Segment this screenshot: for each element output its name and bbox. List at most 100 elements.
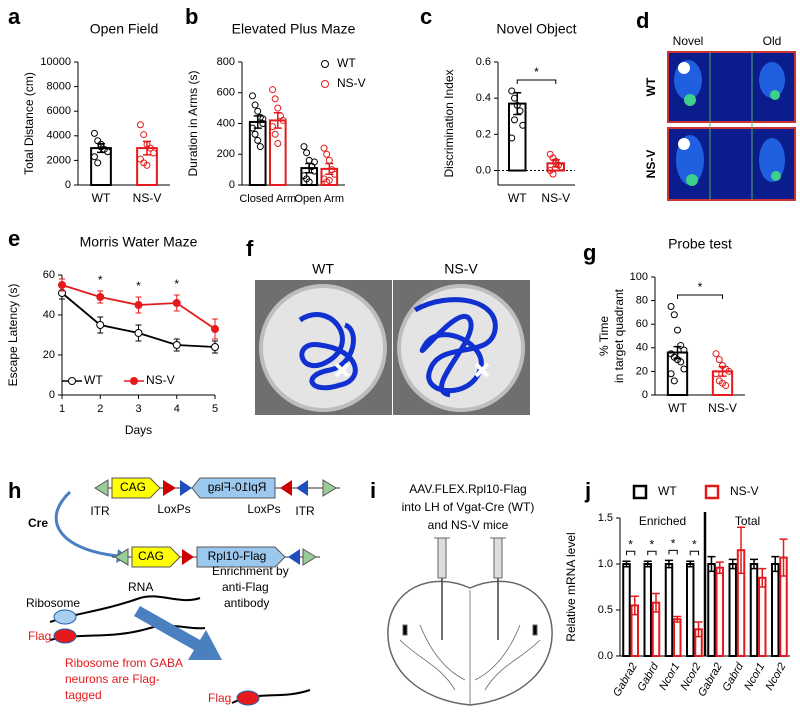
schematic-note: neurons are Flag- — [65, 672, 160, 686]
data-point — [254, 107, 262, 115]
y-tick-label: 0.6 — [476, 56, 491, 68]
error-bar — [253, 115, 262, 129]
error-bar — [758, 567, 767, 588]
brain-diagram — [387, 537, 553, 706]
injection-text: AAV.FLEX.Rpl10-Flag — [409, 482, 526, 496]
site-label: LoxPs — [157, 502, 190, 516]
bar — [673, 618, 682, 658]
significance-label: * — [534, 65, 539, 79]
error-bar — [737, 526, 746, 574]
significance-label: * — [698, 280, 703, 294]
data-point — [310, 158, 318, 166]
x-tick-label: Open Arm — [294, 193, 344, 205]
chart-title: Open Field — [90, 21, 158, 37]
x-tick-label: 4 — [174, 403, 180, 415]
x-tick-label: Ncor1 — [742, 661, 767, 692]
data-point — [325, 176, 333, 184]
y-tick-label: 60 — [43, 269, 55, 281]
construct-diagram — [54, 477, 340, 568]
x-tick-label: Ncor2 — [763, 661, 788, 692]
data-point — [303, 149, 311, 157]
error-bar — [749, 558, 758, 570]
row-label: NS-V — [644, 150, 658, 179]
x-tick-label: Closed Arm — [239, 193, 296, 205]
y-tick-label: 600 — [217, 87, 235, 99]
data-point — [670, 311, 678, 319]
significance-label: * — [671, 536, 676, 550]
y-tick-label: 8000 — [47, 81, 71, 93]
element-label: Rpl10-Flag — [208, 480, 267, 494]
chart-title: Probe test — [668, 236, 732, 252]
y-tick-label: 40 — [636, 342, 648, 354]
error-bar — [513, 92, 522, 116]
data-point — [259, 115, 267, 123]
y-tick-label: 60 — [636, 318, 648, 330]
error-bar — [718, 365, 727, 377]
data-point — [136, 121, 144, 129]
x-tick-label: 3 — [135, 403, 141, 415]
significance-bracket — [625, 550, 636, 556]
data-point — [172, 299, 181, 307]
data-point — [300, 143, 308, 151]
element-label: CAG — [120, 480, 146, 494]
schematic-label: Ribosome — [26, 596, 80, 610]
y-tick-label: 1.0 — [598, 558, 613, 570]
data-point — [274, 139, 282, 147]
data-point — [58, 281, 66, 289]
y-tick-label: 0.0 — [476, 164, 491, 176]
y-tick-label: 20 — [43, 349, 55, 361]
column-label: NS-V — [444, 261, 478, 277]
y-axis-label: Escape Latency (s) — [6, 284, 20, 387]
data-point — [667, 303, 675, 310]
legend-marker — [68, 377, 76, 385]
data-point — [256, 143, 264, 151]
schematic-label: Flag — [208, 691, 231, 705]
y-tick-label: 100 — [630, 271, 648, 283]
legend-marker — [130, 377, 138, 385]
data-point — [680, 346, 688, 354]
y-tick-label: 400 — [217, 117, 235, 129]
y-tick-label: 0.0 — [598, 650, 613, 662]
data-point — [274, 104, 282, 112]
data-point — [90, 153, 98, 161]
panel-label: i — [370, 478, 376, 503]
column-label: Old — [763, 34, 782, 48]
data-point — [725, 367, 733, 375]
data-point — [134, 329, 143, 337]
y-tick-label: 1.5 — [598, 512, 613, 524]
data-point — [251, 101, 259, 109]
site-label: LoxPs — [247, 502, 280, 516]
heatmap-panel — [667, 51, 796, 201]
data-point — [674, 326, 681, 334]
data-point — [269, 123, 277, 131]
element-label: CAG — [138, 549, 164, 563]
data-point — [211, 325, 219, 333]
data-point — [94, 159, 102, 167]
data-point — [134, 301, 143, 309]
x-tick-label: Gabrd — [720, 660, 746, 693]
y-tick-label: 0 — [65, 179, 71, 191]
significance-bracket — [668, 549, 678, 555]
bar — [643, 563, 652, 657]
group-label: Enriched — [639, 514, 686, 528]
injection-text: into LH of Vgat-Cre (WT) — [402, 500, 535, 514]
data-point — [150, 149, 158, 157]
y-tick-label: 0 — [642, 389, 648, 401]
cre-label: Cre — [28, 516, 48, 530]
panel-label: g — [583, 240, 596, 265]
schematic-label: antibody — [224, 596, 269, 610]
data-point — [325, 156, 333, 164]
significance-bracket — [677, 294, 723, 299]
enrichment-schematic — [49, 595, 311, 706]
bar — [664, 563, 674, 657]
x-tick-label: 1 — [59, 403, 65, 415]
site-label: ITR — [90, 504, 110, 518]
element-label: Rpl10-Flag — [208, 549, 267, 563]
significance-label: * — [174, 277, 179, 291]
data-point — [320, 144, 328, 152]
significance-label: * — [136, 279, 141, 293]
data-point — [519, 121, 527, 129]
group-label: Total — [735, 514, 760, 528]
legend-label: NS-V — [337, 76, 366, 90]
data-point — [211, 343, 219, 351]
